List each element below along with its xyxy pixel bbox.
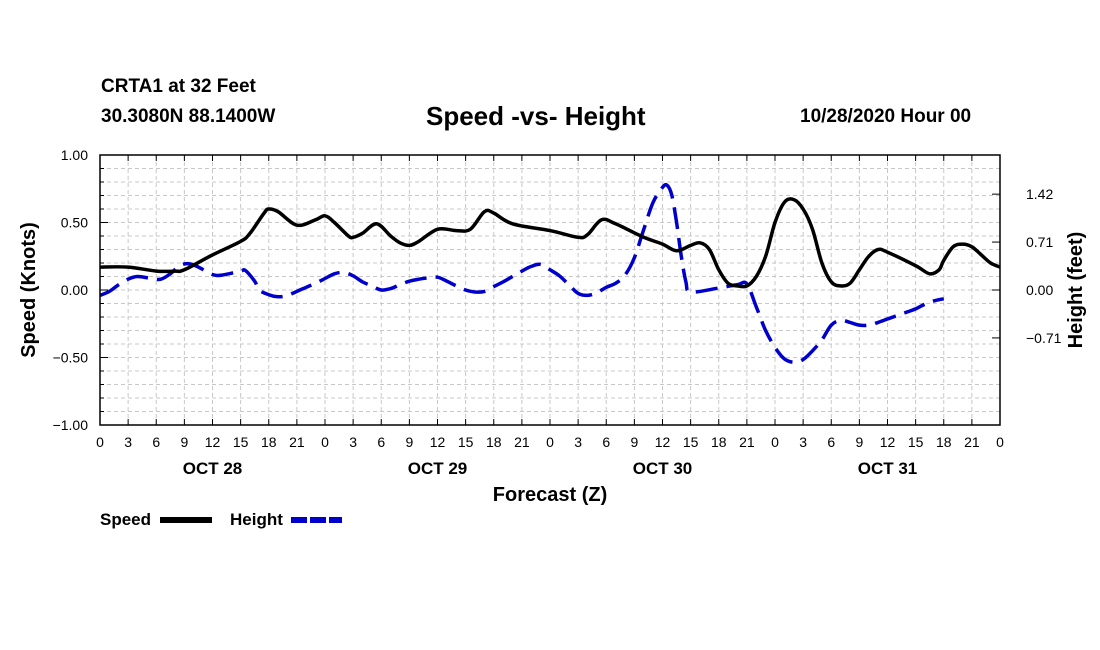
x-tick-label: 15 bbox=[458, 434, 474, 450]
chart-title: Speed -vs- Height bbox=[426, 101, 646, 131]
forecast-datetime: 10/28/2020 Hour 00 bbox=[800, 106, 972, 127]
y-left-tick-label: 1.00 bbox=[61, 147, 88, 163]
station-label: CRTA1 at 32 Feet bbox=[101, 76, 256, 97]
y-left-tick-label: 0.00 bbox=[61, 282, 88, 298]
x-tick-label: 18 bbox=[711, 434, 727, 450]
x-tick-label: 3 bbox=[124, 434, 132, 450]
x-tick-label: 3 bbox=[574, 434, 582, 450]
x-tick-label: 6 bbox=[827, 434, 835, 450]
date-label: OCT 29 bbox=[408, 459, 468, 478]
axis-ticks: 0 3 6 9 12 15 18 21 0 3 6 9 12 15 18 21 0 3 6 9 12 15 18 21 0 3 6 9… bbox=[53, 147, 1062, 478]
date-label: OCT 31 bbox=[858, 459, 918, 478]
x-tick-label: 0 bbox=[771, 434, 779, 450]
y-right-tick-label: 0.00 bbox=[1026, 282, 1053, 298]
x-tick-label: 0 bbox=[996, 434, 1004, 450]
x-tick-label: 15 bbox=[683, 434, 699, 450]
y-axis-left-label: Speed (Knots) bbox=[18, 222, 40, 358]
x-tick-label: 15 bbox=[908, 434, 924, 450]
y-right-tick-label: −0.71 bbox=[1026, 330, 1062, 346]
coordinates-label: 30.3080N 88.1400W bbox=[101, 106, 276, 127]
x-tick-label: 9 bbox=[630, 434, 638, 450]
x-tick-label: 21 bbox=[289, 434, 305, 450]
y-left-tick-label: −0.50 bbox=[53, 350, 89, 366]
date-label: OCT 28 bbox=[183, 459, 243, 478]
x-tick-label: 0 bbox=[96, 434, 104, 450]
x-tick-label: 9 bbox=[405, 434, 413, 450]
x-tick-label: 6 bbox=[152, 434, 160, 450]
x-tick-label: 12 bbox=[655, 434, 671, 450]
x-tick-label: 15 bbox=[233, 434, 249, 450]
y-right-tick-label: 1.42 bbox=[1026, 186, 1053, 202]
y-left-tick-label: −1.00 bbox=[53, 417, 89, 433]
legend: Speed Height bbox=[100, 510, 342, 529]
x-tick-label: 18 bbox=[936, 434, 952, 450]
y-right-tick-label: 0.71 bbox=[1026, 234, 1053, 250]
legend-label: Speed bbox=[100, 510, 151, 529]
y-left-tick-label: 0.50 bbox=[61, 215, 88, 231]
x-tick-label: 6 bbox=[602, 434, 610, 450]
x-tick-label: 3 bbox=[349, 434, 357, 450]
x-tick-label: 6 bbox=[377, 434, 385, 450]
series-line-speed bbox=[99, 197, 1001, 289]
x-tick-label: 21 bbox=[964, 434, 980, 450]
y-axis-right-label: Height (feet) bbox=[1065, 232, 1087, 349]
x-tick-label: 9 bbox=[855, 434, 863, 450]
x-tick-label: 21 bbox=[739, 434, 755, 450]
x-tick-label: 18 bbox=[261, 434, 277, 450]
x-tick-label: 0 bbox=[321, 434, 329, 450]
series-layer bbox=[99, 182, 1001, 364]
series-line-height bbox=[99, 182, 945, 364]
date-label: OCT 30 bbox=[633, 459, 693, 478]
x-tick-label: 0 bbox=[546, 434, 554, 450]
x-tick-label: 12 bbox=[880, 434, 896, 450]
x-tick-label: 18 bbox=[486, 434, 502, 450]
x-tick-label: 12 bbox=[205, 434, 221, 450]
x-tick-label: 12 bbox=[430, 434, 446, 450]
x-tick-label: 21 bbox=[514, 434, 530, 450]
x-tick-label: 3 bbox=[799, 434, 807, 450]
grid-lines bbox=[100, 155, 1000, 425]
legend-label: Height bbox=[230, 510, 283, 529]
x-axis-label: Forecast (Z) bbox=[493, 484, 607, 506]
x-tick-label: 9 bbox=[180, 434, 188, 450]
